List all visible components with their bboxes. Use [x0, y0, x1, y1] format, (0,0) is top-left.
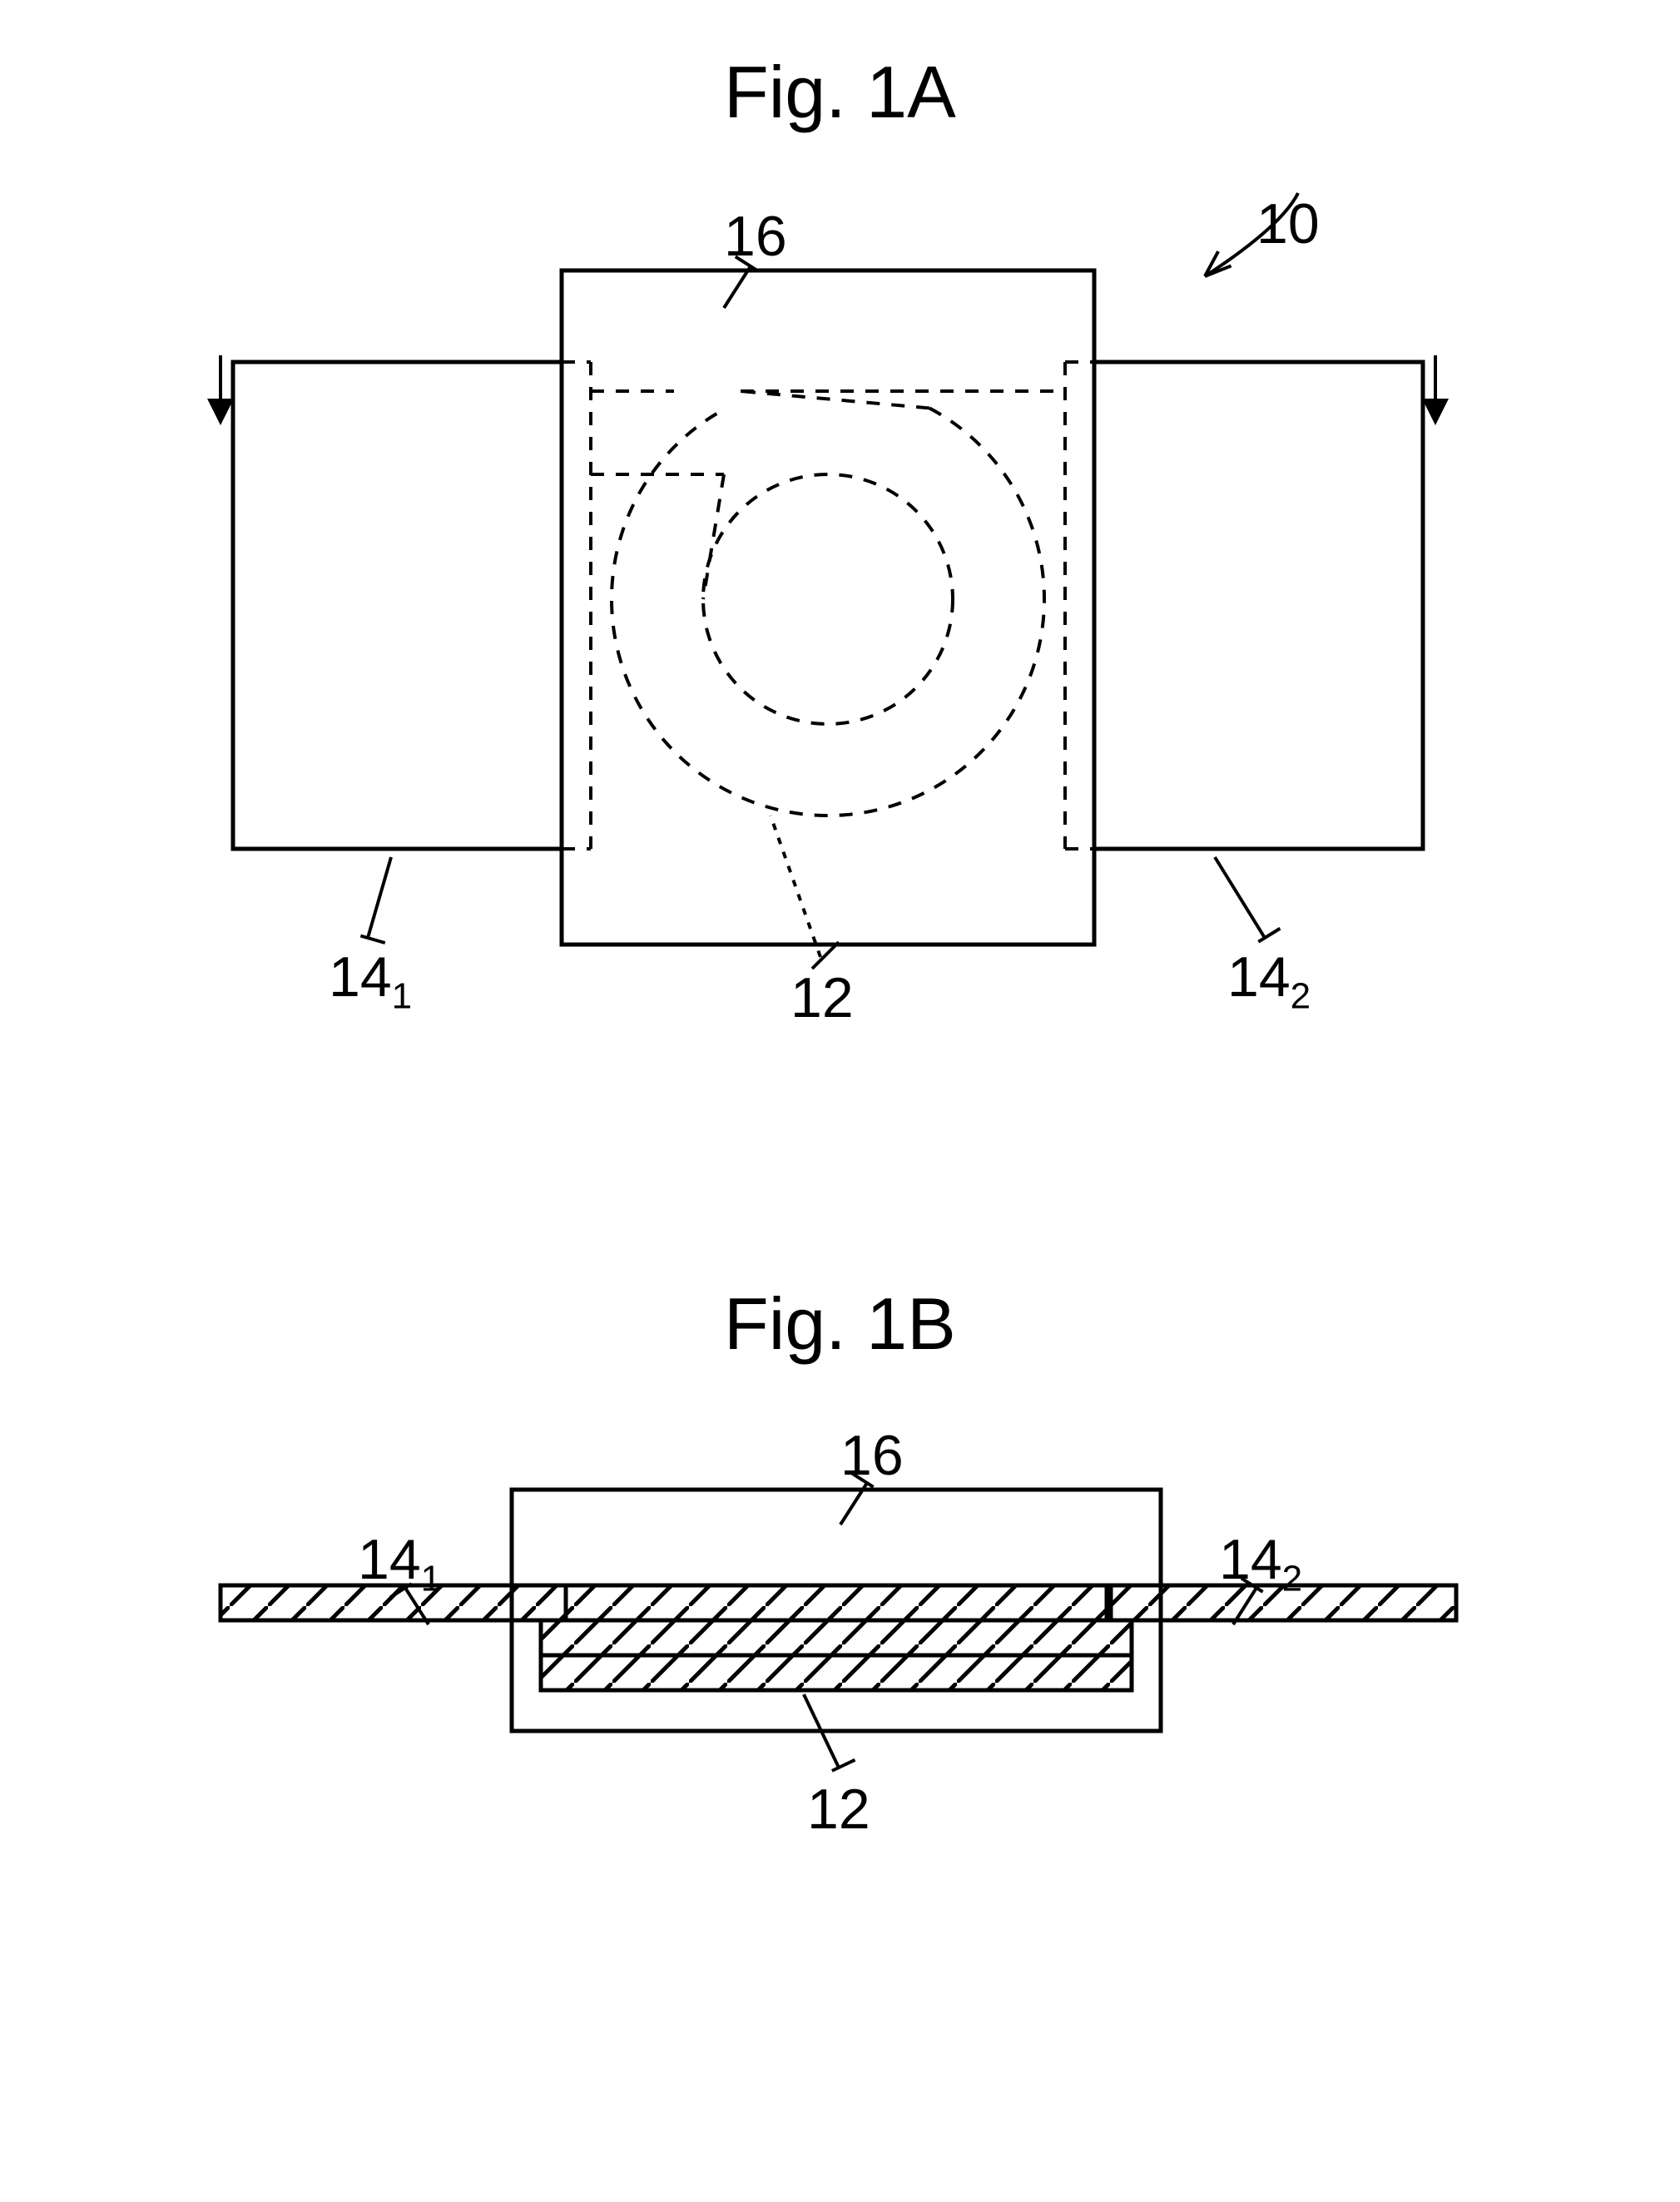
- page: Fig. 1A 10 16 12 141 142 Fig. 1B 16 12 1…: [0, 0, 1680, 2202]
- fig-1b-title: Fig. 1B: [724, 1282, 956, 1366]
- ref-14-2-b: 142: [1219, 1527, 1302, 1600]
- ref-base: 14: [358, 1528, 421, 1591]
- ref-sub: 2: [1282, 1559, 1302, 1599]
- ref-base: 14: [1219, 1528, 1282, 1591]
- ref-sub: 1: [421, 1559, 441, 1599]
- ref-12-b: 12: [807, 1777, 870, 1842]
- ref-base: 14: [329, 945, 392, 1009]
- ref-base: 14: [1227, 945, 1291, 1009]
- ref-14-1-b: 141: [358, 1527, 441, 1600]
- ref-14-2-a: 142: [1227, 945, 1311, 1018]
- ref-sub: 1: [392, 976, 412, 1017]
- ref-10: 10: [1256, 191, 1320, 256]
- ref-16-a: 16: [724, 204, 787, 269]
- fig-1b-drawing: [0, 1415, 1680, 2080]
- ref-16-b: 16: [840, 1423, 904, 1488]
- ref-14-1-a: 141: [329, 945, 412, 1018]
- ref-12-a: 12: [790, 965, 854, 1030]
- ref-sub: 2: [1291, 976, 1311, 1017]
